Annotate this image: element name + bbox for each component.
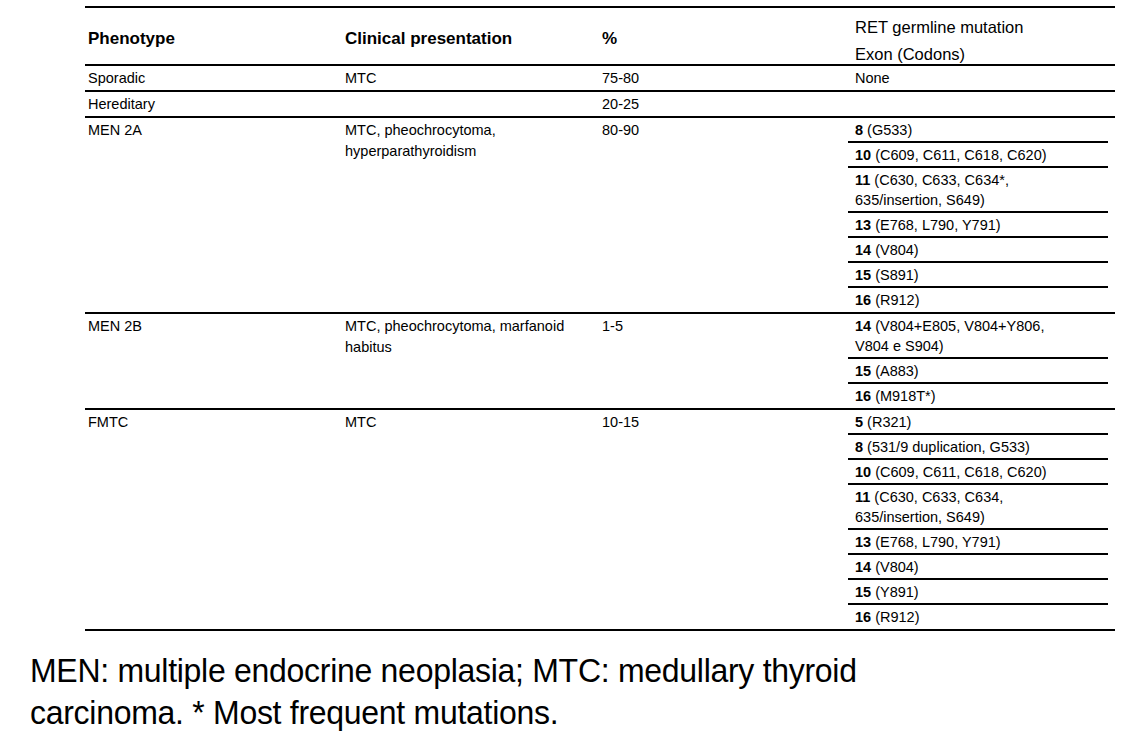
footnote-line2: carcinoma. * Most frequent mutations. bbox=[30, 692, 1078, 732]
cell-percent: 10-15 bbox=[600, 410, 845, 629]
mutation-subrow: 11(C630, C633, C634*, 635/insertion, S64… bbox=[848, 168, 1108, 213]
codons-text: (531/9 duplication, G533) bbox=[867, 439, 1030, 455]
cell-mutations: None bbox=[845, 66, 1115, 90]
mutation-subrow: 14(V804+E805, V804+Y806, V804 e S904) bbox=[848, 314, 1108, 359]
codons-text: (Y891) bbox=[875, 584, 919, 600]
cell-phenotype: Sporadic bbox=[85, 66, 345, 90]
codons-text: (C630, C633, C634, 635/insertion, S649) bbox=[855, 489, 1003, 525]
mutation-subrow: 15(A883) bbox=[848, 359, 1108, 384]
mutation-subrow: 15(S891) bbox=[848, 263, 1108, 288]
exon-number: 8 bbox=[855, 122, 863, 138]
mutation-subrow: 10(C609, C611, C618, C620) bbox=[848, 460, 1108, 485]
exon-number: 16 bbox=[855, 609, 871, 625]
table-footnote: MEN: multiple endocrine neoplasia; MTC: … bbox=[30, 650, 1078, 732]
mutation-subrow: 14(V804) bbox=[848, 238, 1108, 263]
codons-text: None bbox=[855, 70, 890, 86]
exon-number: 16 bbox=[855, 292, 871, 308]
exon-number: 11 bbox=[855, 489, 870, 505]
cell-mutations bbox=[845, 92, 1115, 116]
cell-phenotype: MEN 2B bbox=[85, 314, 345, 408]
exon-number: 16 bbox=[855, 388, 871, 404]
codons-text: (R321) bbox=[867, 414, 911, 430]
table-header-row: Phenotype Clinical presentation % RET ge… bbox=[85, 8, 1115, 66]
cell-phenotype: FMTC bbox=[85, 410, 345, 629]
exon-number: 14 bbox=[855, 318, 871, 334]
cell-percent: 1-5 bbox=[600, 314, 845, 408]
footnote-line1: MEN: multiple endocrine neoplasia; MTC: … bbox=[30, 650, 1078, 692]
cell-clinical-presentation: MTC bbox=[345, 66, 600, 90]
table-row-fmtc: FMTCMTC10-155(R321)8(531/9 duplication, … bbox=[85, 410, 1115, 631]
cell-phenotype: MEN 2A bbox=[85, 118, 345, 312]
codons-text: (C609, C611, C618, C620) bbox=[875, 464, 1046, 480]
codons-text: (E768, L790, Y791) bbox=[875, 217, 1001, 233]
mutation-subrow: 16(R912) bbox=[848, 605, 1108, 629]
mutation-subrow: 16(R912) bbox=[848, 288, 1108, 312]
cell-clinical-presentation: MTC bbox=[345, 410, 600, 629]
exon-number: 11 bbox=[855, 172, 870, 188]
ret-mutation-table: Phenotype Clinical presentation % RET ge… bbox=[85, 6, 1115, 631]
cell-clinical-presentation bbox=[345, 92, 600, 116]
exon-number: 13 bbox=[855, 534, 871, 550]
header-percent: % bbox=[600, 8, 845, 64]
exon-number: 13 bbox=[855, 217, 871, 233]
header-mutation-line2: Exon (Codons) bbox=[855, 41, 1115, 68]
mutation-subrow: 8(G533) bbox=[848, 118, 1108, 143]
exon-number: 15 bbox=[855, 584, 871, 600]
codons-text: (R912) bbox=[875, 292, 919, 308]
codons-text: (V804+E805, V804+Y806, V804 e S904) bbox=[855, 318, 1044, 354]
header-clinical-presentation: Clinical presentation bbox=[345, 8, 600, 64]
exon-number: 8 bbox=[855, 439, 863, 455]
codons-text: (R912) bbox=[875, 609, 919, 625]
cell-phenotype: Hereditary bbox=[85, 92, 345, 116]
table-row-men-2a: MEN 2AMTC, pheochrocytoma, hyperparathyr… bbox=[85, 118, 1115, 314]
mutation-subrow: 5(R321) bbox=[848, 410, 1108, 435]
codons-text: (V804) bbox=[875, 559, 919, 575]
header-mutation-line1: RET germline mutation bbox=[855, 14, 1115, 41]
exon-number: 5 bbox=[855, 414, 863, 430]
codons-text: (C609, C611, C618, C620) bbox=[875, 147, 1046, 163]
exon-number: 14 bbox=[855, 242, 871, 258]
mutation-subrow: 11(C630, C633, C634, 635/insertion, S649… bbox=[848, 485, 1108, 530]
mutation-subrow: 8(531/9 duplication, G533) bbox=[848, 435, 1108, 460]
codons-text: (S891) bbox=[875, 267, 919, 283]
header-ret-germline-mutation: RET germline mutation Exon (Codons) bbox=[845, 8, 1115, 64]
cell-mutations: 14(V804+E805, V804+Y806, V804 e S904)15(… bbox=[845, 314, 1115, 408]
cell-percent: 20-25 bbox=[600, 92, 845, 116]
table-row-men-2b: MEN 2BMTC, pheochrocytoma, marfanoid hab… bbox=[85, 314, 1115, 410]
mutation-subrow: 13(E768, L790, Y791) bbox=[848, 530, 1108, 555]
mutation-subrow: 10(C609, C611, C618, C620) bbox=[848, 143, 1108, 168]
exon-number: 10 bbox=[855, 147, 871, 163]
exon-number: 15 bbox=[855, 363, 871, 379]
table-body: SporadicMTC75-80NoneHereditary20-25MEN 2… bbox=[85, 66, 1115, 631]
exon-number: 15 bbox=[855, 267, 871, 283]
table-row-sporadic: SporadicMTC75-80 None bbox=[85, 66, 1115, 92]
mutation-subrow: 13(E768, L790, Y791) bbox=[848, 213, 1108, 238]
cell-mutations: 5(R321)8(531/9 duplication, G533)10(C609… bbox=[845, 410, 1115, 629]
codons-text: (E768, L790, Y791) bbox=[875, 534, 1001, 550]
exon-number: 10 bbox=[855, 464, 871, 480]
header-phenotype: Phenotype bbox=[85, 8, 345, 64]
mutation-subrow: 15(Y891) bbox=[848, 580, 1108, 605]
cell-percent: 80-90 bbox=[600, 118, 845, 312]
exon-number: 14 bbox=[855, 559, 871, 575]
codons-text: (C630, C633, C634*, 635/insertion, S649) bbox=[855, 172, 1009, 208]
codons-text: (A883) bbox=[875, 363, 919, 379]
cell-mutations: 8(G533)10(C609, C611, C618, C620)11(C630… bbox=[845, 118, 1115, 312]
codons-text: (M918T*) bbox=[875, 388, 935, 404]
mutation-subrow: 14(V804) bbox=[848, 555, 1108, 580]
table-row-hereditary: Hereditary 20-25 bbox=[85, 92, 1115, 118]
codons-text: (V804) bbox=[875, 242, 919, 258]
codons-text: (G533) bbox=[867, 122, 912, 138]
mutation-subrow: None bbox=[848, 66, 1108, 90]
mutation-subrow: 16(M918T*) bbox=[848, 384, 1108, 408]
cell-clinical-presentation: MTC, pheochrocytoma, marfanoid habitus bbox=[345, 314, 600, 408]
cell-clinical-presentation: MTC, pheochrocytoma, hyperparathyroidism bbox=[345, 118, 600, 312]
cell-percent: 75-80 bbox=[600, 66, 845, 90]
